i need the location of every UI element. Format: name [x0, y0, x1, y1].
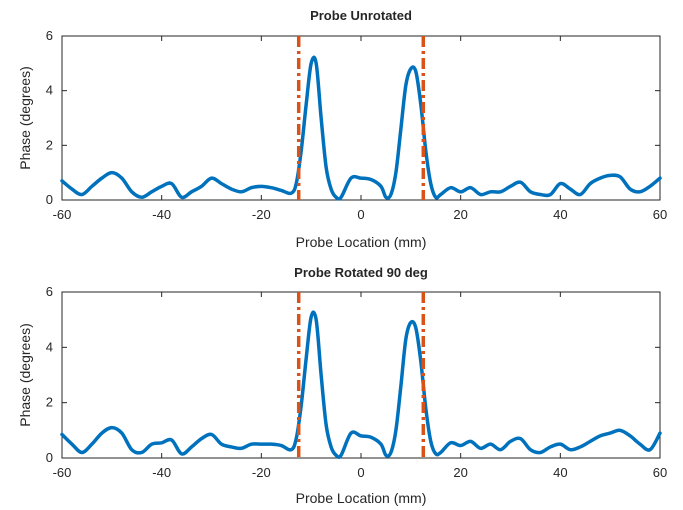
- series-line: [60, 55, 662, 201]
- series-line: [60, 310, 662, 459]
- x-tick-label: 0: [357, 465, 364, 480]
- y-tick-label: 4: [46, 339, 53, 354]
- y-tick-label: 2: [46, 137, 53, 152]
- panel-probe-unrotated: Probe Unrotated Probe Location (mm) Phas…: [17, 8, 667, 250]
- x-tick-label: 0: [357, 207, 364, 222]
- y-tick-label: 4: [46, 83, 53, 98]
- y-tick-label: 0: [46, 450, 53, 465]
- panel-probe-rotated: Probe Rotated 90 deg Probe Location (mm)…: [17, 265, 667, 506]
- x-tick-label: -20: [252, 465, 271, 480]
- x-tick-label: -40: [152, 465, 171, 480]
- x-tick-label: -20: [252, 207, 271, 222]
- x-axis-label: Probe Location (mm): [296, 490, 427, 506]
- x-axis-label: Probe Location (mm): [296, 234, 427, 250]
- x-tick-label: -60: [53, 465, 72, 480]
- x-tick-label: 40: [553, 207, 567, 222]
- x-tick-label: 40: [553, 465, 567, 480]
- x-tick-label: 60: [653, 207, 667, 222]
- y-axis-label: Phase (degrees): [17, 66, 33, 170]
- axes-box: [61, 35, 661, 201]
- chart-title: Probe Unrotated: [310, 8, 412, 23]
- x-tick-label: 20: [453, 465, 467, 480]
- x-tick-label: 60: [653, 465, 667, 480]
- x-tick-label: 20: [453, 207, 467, 222]
- y-tick-label: 6: [46, 28, 53, 43]
- y-axis-label: Phase (degrees): [17, 323, 33, 427]
- y-tick-label: 6: [46, 284, 53, 299]
- axes-box: [61, 291, 661, 459]
- chart-title: Probe Rotated 90 deg: [294, 265, 428, 280]
- x-tick-label: -40: [152, 207, 171, 222]
- y-tick-label: 0: [46, 192, 53, 207]
- y-tick-label: 2: [46, 395, 53, 410]
- x-tick-label: -60: [53, 207, 72, 222]
